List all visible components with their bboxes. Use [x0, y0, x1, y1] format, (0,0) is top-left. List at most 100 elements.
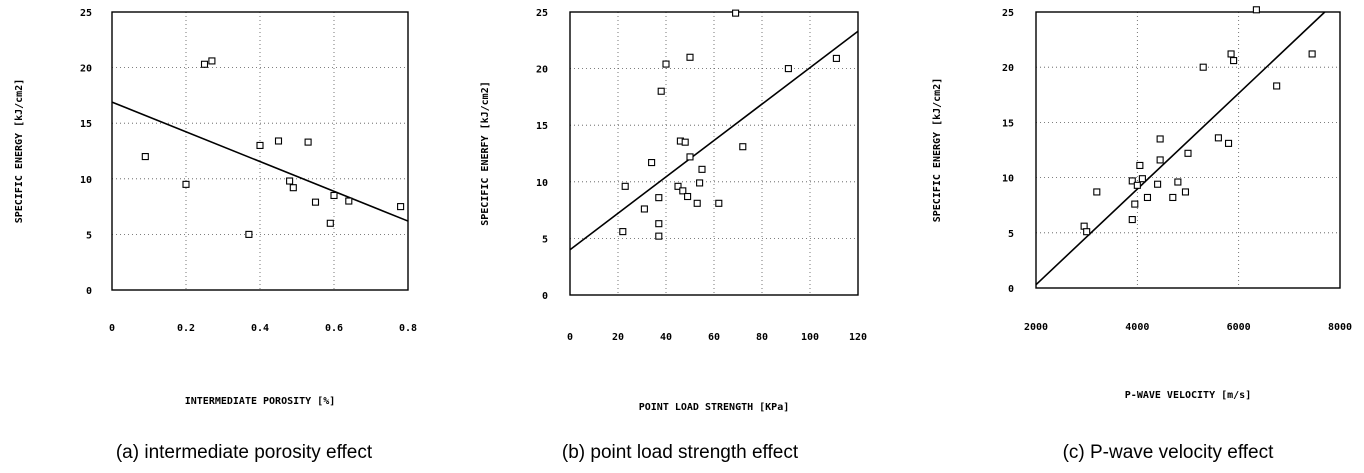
data-point	[715, 199, 723, 207]
data-point	[686, 53, 694, 61]
chart-panel-3: 2000 4000 6000 8000 0 5 10 15 20 25 P-WAVE VELOCIT…	[932, 6, 1352, 463]
data-point	[657, 87, 665, 95]
trend-line	[569, 30, 859, 251]
y-axis-label: SPECIFIC ENERGY [kJ/cm2]	[932, 78, 943, 223]
x-tick-label: 0.8	[399, 323, 417, 334]
data-point	[245, 230, 253, 238]
y-tick-label: 25	[1002, 8, 1014, 19]
data-point	[256, 141, 264, 149]
data-point	[1093, 188, 1101, 196]
data-point	[330, 191, 338, 200]
data-point	[693, 199, 701, 207]
data-point	[640, 205, 648, 213]
data-point	[1136, 161, 1144, 170]
y-tick-label: 0	[86, 286, 92, 297]
data-point	[286, 177, 294, 185]
y-tick-label: 5	[86, 230, 92, 241]
data-point	[648, 159, 656, 167]
data-point	[1156, 135, 1164, 143]
data-point	[784, 65, 792, 73]
data-point	[1131, 200, 1139, 208]
data-points	[1080, 6, 1316, 236]
data-point	[621, 182, 629, 190]
y-tick-label: 15	[80, 119, 92, 130]
data-point	[1154, 180, 1162, 188]
data-points	[619, 9, 840, 240]
data-point	[655, 194, 663, 202]
x-tick-label: 20	[612, 332, 624, 343]
data-point	[739, 143, 747, 151]
data-point	[311, 198, 320, 206]
y-tick-label: 25	[80, 8, 92, 19]
data-point	[289, 184, 297, 192]
plot-frame	[111, 11, 409, 291]
trend-line	[1035, 11, 1326, 286]
x-tick-label: 0.2	[177, 323, 195, 334]
data-point	[1273, 82, 1281, 90]
data-points	[141, 57, 405, 238]
data-point	[1128, 177, 1136, 185]
data-point	[1133, 181, 1141, 189]
data-point	[1181, 188, 1190, 196]
x-tick-label: 6000	[1227, 322, 1251, 333]
chart-panel-1: 0 0.2 0.4 0.6 0.8 0 5 10 15 20 25 INTERMEDIATE PORO…	[14, 8, 417, 463]
data-point	[681, 138, 689, 146]
y-tick-label: 0	[1008, 284, 1014, 295]
x-tick-label: 80	[756, 332, 768, 343]
grid	[111, 11, 409, 291]
chart-panel-2: 0 20 40 60 80 100 120 0 5 10 15 20 25 POINT LOAD STRE…	[480, 8, 867, 463]
data-point	[1184, 149, 1192, 157]
data-point	[326, 219, 334, 227]
y-tick-label: 20	[80, 64, 92, 75]
y-tick-label: 15	[1002, 118, 1014, 129]
y-tick-label: 10	[536, 178, 548, 189]
x-axis-label: INTERMEDIATE POROSITY [%]	[185, 396, 336, 407]
data-point	[304, 138, 312, 146]
x-tick-label: 0.4	[251, 323, 269, 334]
data-point	[1230, 57, 1238, 65]
x-tick-label: 40	[660, 332, 672, 343]
x-tick-label: 2000	[1024, 322, 1048, 333]
trend-line	[111, 101, 409, 222]
x-axis-label: P-WAVE VELOCITY [m/s]	[1125, 390, 1251, 401]
data-point	[345, 197, 353, 205]
y-tick-label: 25	[536, 8, 548, 19]
y-axis-label: SPECIFIC ENERGY [kJ/cm2]	[14, 79, 25, 224]
chart-caption: (c) P-wave velocity effect	[1063, 442, 1275, 463]
y-tick-label: 10	[1002, 174, 1014, 185]
y-tick-label: 20	[1002, 63, 1014, 74]
data-point	[274, 137, 283, 145]
data-point	[674, 182, 682, 190]
y-tick-label: 0	[542, 291, 548, 302]
data-point	[1214, 134, 1222, 142]
data-point	[1156, 156, 1164, 164]
data-point	[619, 228, 627, 236]
data-point	[208, 57, 216, 65]
data-point	[686, 153, 694, 161]
data-point	[1252, 6, 1260, 14]
data-point	[1128, 216, 1136, 224]
x-tick-label: 100	[801, 332, 819, 343]
data-point	[1308, 50, 1316, 58]
x-tick-label: 4000	[1125, 322, 1149, 333]
data-point	[655, 220, 663, 228]
x-tick-label: 0	[567, 332, 573, 343]
data-point	[1143, 193, 1152, 202]
data-point	[1199, 63, 1207, 71]
x-axis-label: POINT LOAD STRENGTH [KPa]	[639, 402, 790, 413]
data-point	[655, 232, 663, 240]
data-point	[1138, 175, 1146, 183]
chart-caption: (b) point load strength effect	[562, 442, 799, 463]
data-point	[696, 179, 704, 187]
data-point	[832, 54, 840, 62]
data-point	[1174, 178, 1182, 186]
data-point	[662, 60, 670, 68]
y-tick-label: 5	[1008, 229, 1014, 240]
data-point	[182, 180, 190, 188]
plot-frame	[569, 11, 859, 296]
data-point	[732, 9, 740, 17]
figure-panels: 0 0.2 0.4 0.6 0.8 0 5 10 15 20 25 INTERMEDIATE PORO…	[14, 6, 1352, 463]
y-tick-label: 15	[536, 121, 548, 132]
data-point	[1224, 139, 1233, 147]
